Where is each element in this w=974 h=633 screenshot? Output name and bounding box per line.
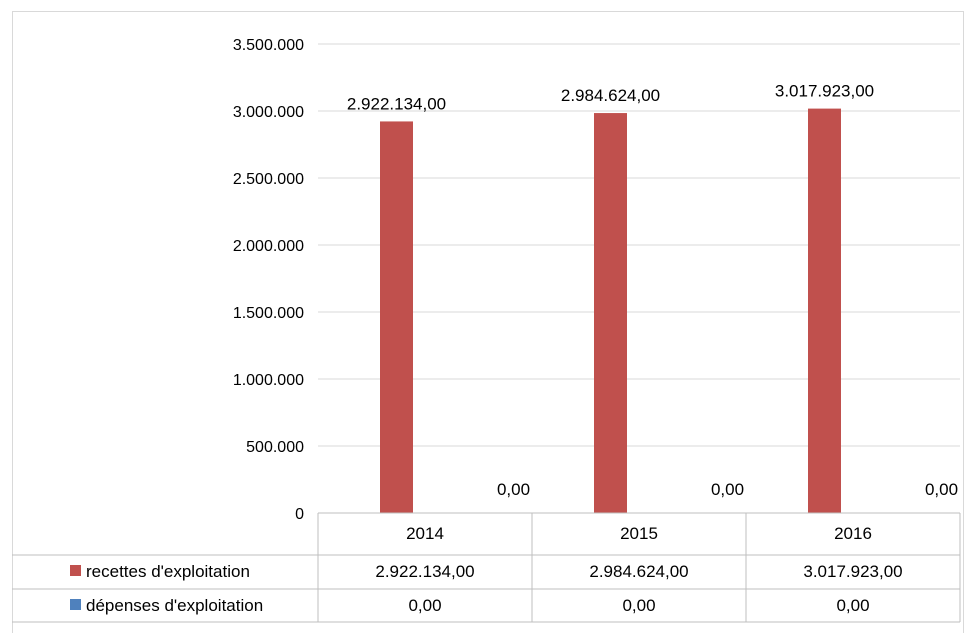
y-tick-label: 0 <box>295 506 304 523</box>
gridlines <box>318 43 960 447</box>
category-label: 2015 <box>620 524 658 543</box>
bar-recettes-2015 <box>594 113 627 513</box>
data-label: 2.922.134,00 <box>347 94 446 113</box>
data-table: 2014 2015 2016 recettes d'exploitation 2.922… <box>12 512 961 623</box>
y-tick-label: 2.000.000 <box>233 238 304 255</box>
y-axis-tick-labels: 0 500.000 1.000.000 1.500.000 2.000.000 2.500… <box>233 37 304 523</box>
y-tick-label: 3.000.000 <box>233 104 304 121</box>
table-cell-value: 0,00 <box>408 596 441 615</box>
data-label: 0,00 <box>497 480 530 499</box>
chart-frame <box>12 11 964 633</box>
table-cell-value: 3.017.923,00 <box>803 562 902 581</box>
y-tick-label: 3.500.000 <box>233 37 304 54</box>
table-cell-value: 0,00 <box>622 596 655 615</box>
series-name: recettes d'exploitation <box>86 562 250 581</box>
category-label: 2014 <box>406 524 444 543</box>
data-label: 0,00 <box>925 480 958 499</box>
y-tick-label: 2.500.000 <box>233 171 304 188</box>
y-tick-label: 1.000.000 <box>233 372 304 389</box>
data-label: 0,00 <box>711 480 744 499</box>
data-label: 2.984.624,00 <box>561 86 660 105</box>
data-label: 3.017.923,00 <box>775 82 874 101</box>
table-cell-value: 0,00 <box>836 596 869 615</box>
table-cell-value: 2.922.134,00 <box>375 562 474 581</box>
bar-recettes-2014 <box>380 121 413 513</box>
category-label: 2016 <box>834 524 872 543</box>
bar-recettes-2016 <box>808 108 841 513</box>
legend-key-depenses <box>70 599 81 610</box>
bars <box>380 108 841 513</box>
legend-key-recettes <box>70 565 81 576</box>
data-labels: 2.922.134,00 0,00 2.984.624,00 0,00 3.017.92… <box>347 82 958 499</box>
table-cell-value: 2.984.624,00 <box>589 562 688 581</box>
y-tick-label: 500.000 <box>246 439 304 456</box>
y-tick-label: 1.500.000 <box>233 305 304 322</box>
series-name: dépenses d'exploitation <box>86 596 263 615</box>
